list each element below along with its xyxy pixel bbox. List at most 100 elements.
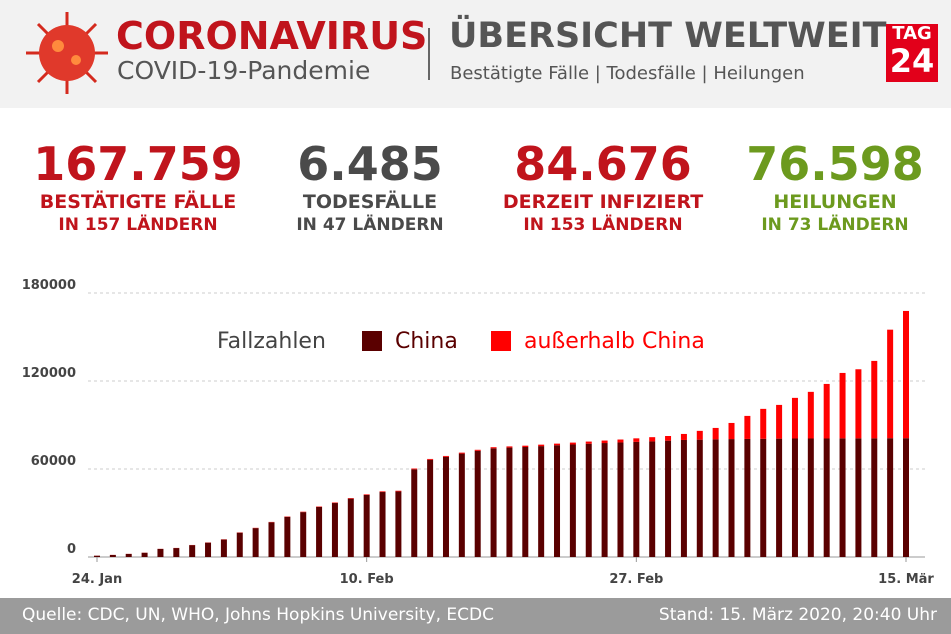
stat-label: DERZEIT INFIZIERT: [502, 191, 704, 213]
bar: [347, 498, 354, 557]
bar: [728, 439, 735, 557]
bar: [696, 430, 703, 440]
bar: [442, 456, 449, 557]
bar: [379, 492, 386, 557]
bar: [633, 438, 640, 442]
subtitle: COVID-19-Pandemie: [117, 56, 371, 85]
bar: [442, 455, 449, 457]
bar: [538, 446, 545, 557]
legend-title: Fallzahlen: [217, 329, 326, 354]
bar: [855, 369, 862, 439]
bar: [665, 440, 672, 557]
bar: [839, 438, 846, 557]
source: Quelle: CDC, UN, WHO, Johns Hopkins Univ…: [22, 605, 494, 625]
y-tick-label: 120000: [22, 366, 76, 381]
bar: [125, 553, 132, 557]
logo-bottom: 24: [889, 42, 935, 80]
bar: [776, 438, 783, 557]
bar: [395, 491, 402, 557]
bar: [871, 360, 878, 439]
bar: [474, 449, 481, 451]
bar: [696, 439, 703, 557]
x-tick-label: 27. Feb: [609, 572, 663, 587]
title: CORONAVIRUS: [116, 14, 428, 58]
bar: [791, 438, 798, 557]
bar: [569, 442, 576, 445]
stat-label: BESTÄTIGTE FÄLLE: [39, 191, 237, 213]
bar: [252, 528, 259, 557]
bar: [395, 490, 402, 492]
bar: [569, 444, 576, 557]
logo-top: TAG: [892, 23, 932, 44]
bar: [268, 522, 275, 557]
bar: [220, 539, 227, 557]
stat-number: 167.759: [33, 137, 243, 191]
bar: [665, 436, 672, 441]
bar: [760, 438, 767, 557]
bar: [712, 439, 719, 557]
bar: [601, 440, 608, 444]
legend-swatch: [491, 331, 511, 351]
bar: [855, 438, 862, 557]
bar: [411, 469, 418, 557]
y-tick-label: 60000: [31, 454, 76, 469]
bar: [712, 427, 719, 440]
bar: [458, 452, 465, 454]
legend-label: außerhalb China: [524, 329, 705, 354]
bar: [903, 438, 909, 557]
bar: [807, 438, 814, 557]
bar: [506, 446, 513, 448]
stat: 6.485 TODESFÄLLE IN 47 LÄNDERN: [255, 138, 485, 236]
bar: [379, 491, 386, 493]
bar: [617, 442, 624, 557]
bar: [903, 310, 909, 439]
subheading: Bestätigte Fälle | Todesfälle | Heilunge…: [450, 63, 805, 84]
stat-sub: IN 47 LÄNDERN: [296, 215, 444, 235]
bar: [585, 441, 592, 444]
bar: [554, 445, 561, 557]
bar: [94, 555, 100, 557]
bar: [205, 542, 212, 557]
bar: [363, 494, 370, 495]
legend-swatch: [362, 331, 382, 351]
stat-number: 76.598: [746, 137, 924, 191]
bar: [458, 453, 465, 557]
bar: [300, 512, 307, 557]
stat-label: HEILUNGEN: [773, 191, 897, 213]
logo: TAG 24: [886, 24, 938, 82]
legend-label: China: [395, 329, 458, 354]
stat: 76.598 HEILUNGEN IN 73 LÄNDERN: [720, 138, 950, 236]
bar: [887, 438, 894, 557]
bar: [236, 532, 243, 557]
stat-sub: IN 153 LÄNDERN: [523, 215, 683, 235]
stat: 167.759 BESTÄTIGTE FÄLLE IN 157 LÄNDERN: [23, 138, 253, 236]
footer: Quelle: CDC, UN, WHO, Johns Hopkins Univ…: [0, 598, 951, 634]
bar: [649, 437, 656, 442]
bar: [744, 438, 751, 557]
bar: [617, 439, 624, 443]
stat-sub: IN 73 LÄNDERN: [761, 215, 909, 235]
chart: 0 60000 120000 180000 24. Jan 10. Feb 27. Feb 1…: [22, 278, 935, 587]
x-tick-label: 10. Feb: [340, 572, 394, 587]
bar: [807, 391, 814, 439]
bar: [633, 441, 640, 557]
stat-label: TODESFÄLLE: [302, 191, 438, 213]
bar: [189, 545, 196, 557]
x-tick-label: 24. Jan: [72, 572, 122, 587]
bar: [474, 450, 481, 557]
bar: [776, 404, 783, 439]
separator: [428, 28, 430, 80]
bar: [728, 422, 735, 440]
bar: [839, 372, 846, 439]
bar: [316, 506, 323, 557]
bar: [760, 408, 767, 439]
stat-number: 6.485: [297, 137, 443, 191]
bar: [490, 448, 497, 557]
bar: [649, 441, 656, 557]
bar: [823, 383, 830, 439]
bar: [331, 503, 338, 557]
bar: [823, 438, 830, 557]
stat-number: 84.676: [514, 137, 692, 191]
bar: [427, 459, 434, 557]
stat-sub: IN 157 LÄNDERN: [58, 215, 218, 235]
